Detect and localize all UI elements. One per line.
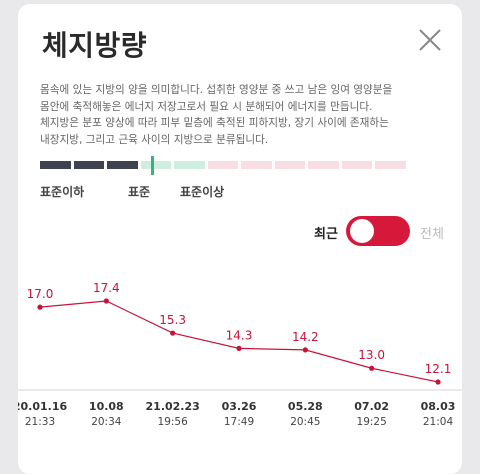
scale-segment-below — [107, 161, 138, 169]
x-tick-date: 07.02 — [354, 400, 389, 413]
data-point — [236, 345, 242, 351]
x-tick-date: 20.01.16 — [18, 400, 67, 413]
scale-segment-above — [207, 161, 239, 169]
scale-segment-below — [40, 161, 71, 169]
x-tick-time: 21:33 — [25, 416, 55, 428]
scale-segment-above — [308, 161, 339, 169]
description-text: 몸속에 있는 지방의 양을 의미합니다. 섭취한 영양분 중 쓰고 남은 잉여 … — [40, 84, 393, 146]
data-label: 17.4 — [93, 281, 120, 295]
standard-scale-bar — [40, 161, 407, 169]
scale-segment-above — [375, 161, 407, 169]
body-fat-card: 체지방량 몸속에 있는 지방의 양을 의미합니다. 섭취한 영양분 중 쓰고 남… — [18, 4, 462, 474]
scale-segment-above — [341, 161, 373, 169]
scale-segment-above — [241, 161, 272, 169]
period-toggle-switch[interactable] — [346, 216, 410, 246]
data-label: 14.3 — [226, 328, 253, 342]
x-tick-date: 10.08 — [89, 400, 124, 413]
period-toggle-row: 최근 전체 — [18, 216, 462, 246]
x-tick-time: 19:25 — [357, 416, 387, 428]
toggle-label-recent[interactable]: 최근 — [314, 227, 338, 242]
x-tick-date: 08.03 — [421, 400, 456, 413]
data-label: 17.0 — [27, 287, 54, 301]
data-point — [103, 298, 109, 304]
data-point — [170, 330, 176, 336]
data-point — [302, 347, 308, 353]
x-tick-date: 03.26 — [222, 400, 257, 413]
x-tick-time: 20:34 — [91, 416, 122, 428]
scale-segment-normal — [140, 161, 172, 169]
scale-label-below: 표준이하 — [40, 185, 85, 199]
data-point — [37, 304, 43, 310]
scale-current-marker — [151, 156, 154, 175]
toggle-label-all[interactable]: 전체 — [420, 227, 444, 242]
toggle-knob — [350, 219, 374, 243]
data-label: 14.2 — [292, 330, 319, 344]
data-label: 15.3 — [159, 313, 186, 327]
close-icon — [419, 29, 441, 51]
data-point — [369, 365, 375, 371]
scale-segment-above — [274, 161, 306, 169]
x-tick-date: 21.02.23 — [146, 400, 200, 413]
x-tick-time: 20:45 — [290, 416, 320, 428]
scale-label-normal: 표준 — [128, 185, 151, 199]
x-tick-date: 05.28 — [288, 400, 323, 413]
data-label: 13.0 — [358, 348, 385, 362]
data-label: 12.1 — [425, 362, 452, 376]
scale-segment-normal — [174, 161, 205, 169]
body-fat-line-chart: 17.0 20.01.16 21:33 17.4 10.08 20:34 15.3 21.02… — [18, 281, 462, 428]
data-point — [435, 379, 441, 385]
page-title: 체지방량 — [42, 29, 148, 62]
scale-label-above: 표준이상 — [180, 185, 225, 199]
scale-segment-below — [73, 161, 105, 169]
x-tick-time: 21:04 — [423, 416, 454, 428]
x-tick-time: 17:49 — [224, 416, 254, 428]
close-button[interactable] — [414, 24, 446, 56]
x-tick-time: 19:56 — [158, 416, 189, 428]
